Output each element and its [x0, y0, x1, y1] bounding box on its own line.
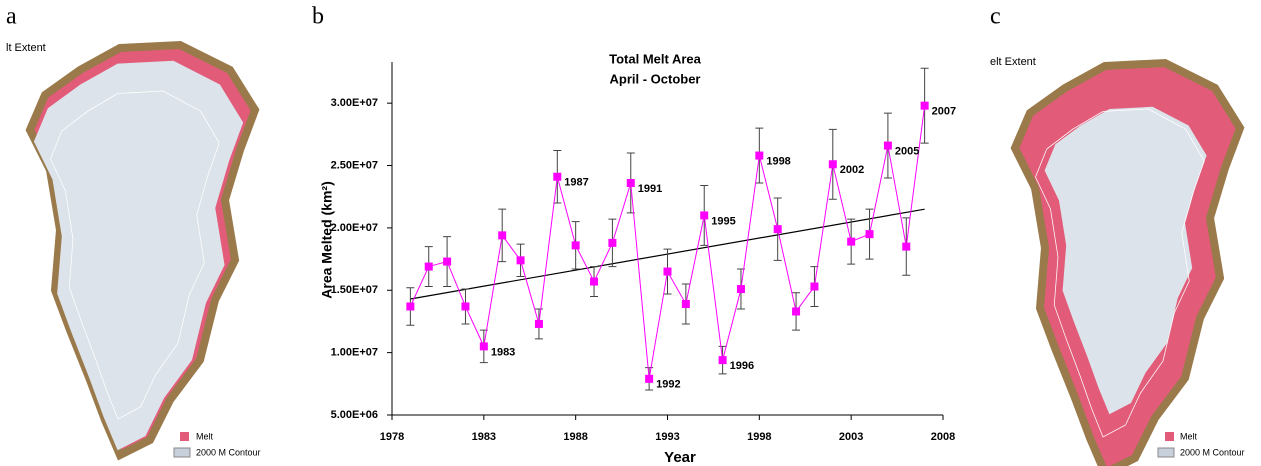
y-tick-label: 1.50E+07 [331, 284, 378, 296]
data-point [590, 278, 598, 286]
panel-title: lt Extent [6, 42, 46, 54]
y-axis-label: Area Melted (km²) [319, 181, 335, 298]
point-label: 1996 [730, 360, 754, 372]
data-point [553, 173, 561, 181]
data-point [737, 285, 745, 293]
y-tick-label: 3.00E+07 [331, 97, 378, 109]
data-point [921, 102, 929, 110]
chart-subtitle: April - October [609, 71, 700, 86]
legend-label: Melt [1180, 431, 1198, 441]
panel-letter: a [6, 4, 17, 30]
data-point [627, 179, 635, 187]
panel-letter: c [990, 4, 1001, 30]
y-tick-label: 2.00E+07 [331, 222, 378, 234]
data-point [774, 225, 782, 233]
legend-swatch [174, 448, 190, 457]
map [30, 45, 255, 455]
x-tick-label: 1988 [563, 431, 587, 443]
point-label: 2002 [840, 164, 864, 176]
x-tick-label: 1998 [747, 431, 771, 443]
legend-label: Melt [196, 431, 214, 441]
map [1015, 63, 1240, 466]
data-point [572, 241, 580, 249]
legend-swatch [1158, 448, 1174, 457]
panel-title: elt Extent [990, 56, 1036, 68]
data-point [700, 211, 708, 219]
data-point [461, 302, 469, 310]
data-point [645, 375, 653, 383]
data-point [902, 243, 910, 251]
data-point [682, 300, 690, 308]
y-tick-label: 1.00E+07 [331, 347, 378, 359]
data-point [866, 230, 874, 238]
point-label: 1992 [656, 379, 680, 391]
x-tick-label: 1993 [655, 431, 679, 443]
x-tick-label: 1983 [472, 431, 496, 443]
data-point [406, 302, 414, 310]
figure: a lt Extent Melt 2000 M Contour c elt Ex… [0, 0, 1261, 466]
data-point [608, 239, 616, 247]
legend-swatch [180, 432, 189, 441]
data-point [810, 283, 818, 291]
ice-sheet [34, 61, 243, 451]
legend-swatch [1165, 432, 1174, 441]
data-point [884, 142, 892, 150]
point-label: 1983 [491, 346, 515, 358]
y-tick-label: 5.00E+06 [331, 409, 378, 421]
data-point [517, 256, 525, 264]
data-point [664, 268, 672, 276]
data-point [443, 258, 451, 266]
data-point [498, 231, 506, 239]
legend-label: 2000 M Contour [1180, 447, 1245, 457]
x-tick-label: 2003 [839, 431, 863, 443]
point-label: 2007 [932, 106, 956, 118]
data-point [847, 238, 855, 246]
point-label: 1991 [638, 183, 662, 195]
panel-letter: b [312, 4, 324, 30]
chart-title: Total Melt Area [609, 51, 702, 66]
point-label: 1995 [711, 215, 735, 227]
data-point [425, 263, 433, 271]
y-tick-label: 2.50E+07 [331, 159, 378, 171]
x-tick-label: 2008 [931, 431, 955, 443]
data-point [792, 307, 800, 315]
point-label: 2005 [895, 145, 919, 157]
point-label: 1998 [766, 155, 790, 167]
data-point [755, 152, 763, 160]
data-point [719, 356, 727, 364]
data-point [535, 320, 543, 328]
data-point [829, 160, 837, 168]
x-tick-label: 1978 [380, 431, 404, 443]
x-axis-label: Year [664, 449, 696, 466]
data-point [480, 342, 488, 350]
point-label: 1987 [564, 177, 588, 189]
legend-label: 2000 M Contour [196, 447, 261, 457]
